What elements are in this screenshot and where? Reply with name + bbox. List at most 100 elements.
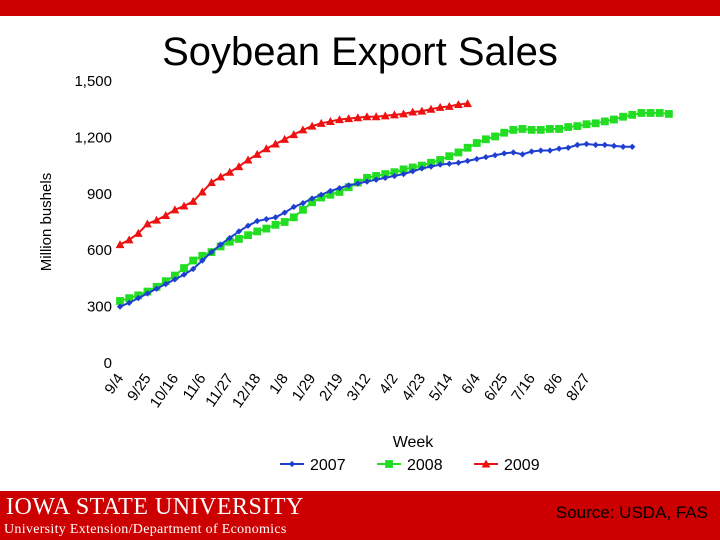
- footer-bar: IOWA STATE UNIVERSITY University Extensi…: [0, 491, 720, 540]
- data-point-2009: [380, 111, 390, 120]
- data-point-2009: [225, 167, 235, 176]
- data-point-2008: [463, 143, 472, 152]
- data-point-2008: [472, 139, 481, 147]
- data-point-2008: [125, 294, 134, 303]
- data-point-2009: [362, 112, 372, 121]
- data-point-2008: [308, 198, 316, 207]
- x-tick-label: 5/14: [426, 371, 457, 405]
- data-point-2008: [253, 227, 262, 236]
- data-point-2009: [216, 172, 226, 181]
- legend-marker-2007: [288, 460, 296, 468]
- data-point-2007: [281, 209, 288, 216]
- data-point-2007: [244, 222, 252, 229]
- data-point-2008: [299, 205, 307, 214]
- x-axis-label: Week: [393, 434, 435, 451]
- data-point-2009: [344, 114, 354, 123]
- data-point-2007: [372, 176, 380, 183]
- data-point-2008: [399, 165, 408, 174]
- data-point-2007: [190, 265, 197, 273]
- data-point-2008: [610, 115, 618, 124]
- data-point-2008: [655, 109, 664, 117]
- data-point-2009: [170, 205, 180, 214]
- department-name: University Extension/Department of Econo…: [4, 522, 287, 537]
- y-tick-label: 1,200: [74, 129, 112, 146]
- data-point-2008: [536, 125, 545, 134]
- data-point-2007: [409, 168, 416, 175]
- data-point-2009: [143, 219, 152, 228]
- data-point-2009: [161, 211, 171, 219]
- data-point-2008: [427, 158, 435, 167]
- data-point-2007: [446, 160, 453, 167]
- data-point-2007: [501, 150, 508, 157]
- data-point-2007: [153, 285, 160, 292]
- x-tick-label: 8/6: [540, 371, 566, 398]
- x-tick-label: 1/8: [266, 371, 292, 398]
- data-point-2009: [152, 215, 162, 224]
- data-point-2009: [435, 102, 445, 111]
- data-point-2009: [325, 117, 335, 125]
- data-point-2008: [454, 148, 463, 157]
- y-axis-label: Million bushels: [38, 173, 55, 271]
- y-axis: 0 300 600 900 1,200 1,500: [74, 73, 112, 372]
- data-point-2008: [628, 110, 637, 119]
- data-point-2009: [298, 125, 308, 134]
- data-point-2008: [116, 297, 124, 305]
- data-point-2007: [455, 159, 462, 166]
- data-point-2008: [372, 172, 381, 180]
- legend-label: 2009: [504, 457, 540, 474]
- data-point-2007: [135, 294, 142, 302]
- data-point-2008: [381, 170, 390, 178]
- data-point-2007: [382, 174, 389, 181]
- y-tick-label: 600: [87, 242, 112, 259]
- data-point-2007: [482, 153, 490, 161]
- data-point-2008: [555, 125, 563, 133]
- data-point-2009: [197, 187, 207, 196]
- data-point-2009: [417, 106, 427, 115]
- data-point-2007: [555, 145, 563, 152]
- data-point-2007: [299, 200, 307, 207]
- data-point-2007: [116, 303, 124, 310]
- data-point-2007: [537, 147, 544, 154]
- data-point-2007: [510, 149, 517, 156]
- legend-marker-2008: [385, 460, 393, 468]
- data-point-2009: [426, 104, 436, 113]
- data-point-2008: [436, 156, 445, 164]
- data-point-2008: [363, 173, 371, 182]
- series-line-2009: [119, 102, 468, 246]
- data-point-2009: [307, 121, 317, 130]
- data-point-2009: [280, 134, 290, 143]
- data-point-2008: [180, 264, 188, 272]
- data-point-2007: [208, 248, 215, 256]
- data-point-2009: [289, 130, 299, 139]
- data-point-2007: [180, 271, 188, 278]
- data-point-2007: [345, 182, 352, 189]
- data-point-2007: [327, 187, 334, 195]
- data-point-2008: [582, 120, 591, 129]
- data-point-2008: [527, 125, 536, 134]
- data-point-2008: [646, 109, 655, 117]
- data-point-2009: [271, 139, 280, 148]
- legend-label: 2008: [407, 457, 443, 474]
- data-point-2007: [473, 155, 480, 163]
- data-point-2008: [573, 122, 582, 131]
- data-point-2008: [335, 188, 344, 196]
- data-point-2008: [600, 117, 609, 126]
- data-point-2007: [491, 152, 499, 159]
- y-tick-label: 1,500: [74, 73, 112, 90]
- data-point-2009: [179, 201, 189, 210]
- series-line-2007: [119, 142, 633, 308]
- data-point-2007: [354, 180, 361, 187]
- data-point-2008: [619, 112, 628, 121]
- data-point-2008: [491, 132, 499, 141]
- x-tick-label: 7/16: [508, 371, 539, 405]
- data-point-2007: [583, 140, 590, 148]
- series-2009: [115, 99, 473, 249]
- data-point-2008: [482, 135, 490, 144]
- data-point-2007: [144, 290, 151, 297]
- university-logo: IOWA STATE UNIVERSITY: [6, 494, 304, 520]
- data-point-2008: [518, 125, 527, 133]
- x-tick-label: 2/19: [316, 371, 347, 405]
- data-point-2008: [271, 220, 280, 229]
- x-tick-label: 4/2: [376, 371, 402, 398]
